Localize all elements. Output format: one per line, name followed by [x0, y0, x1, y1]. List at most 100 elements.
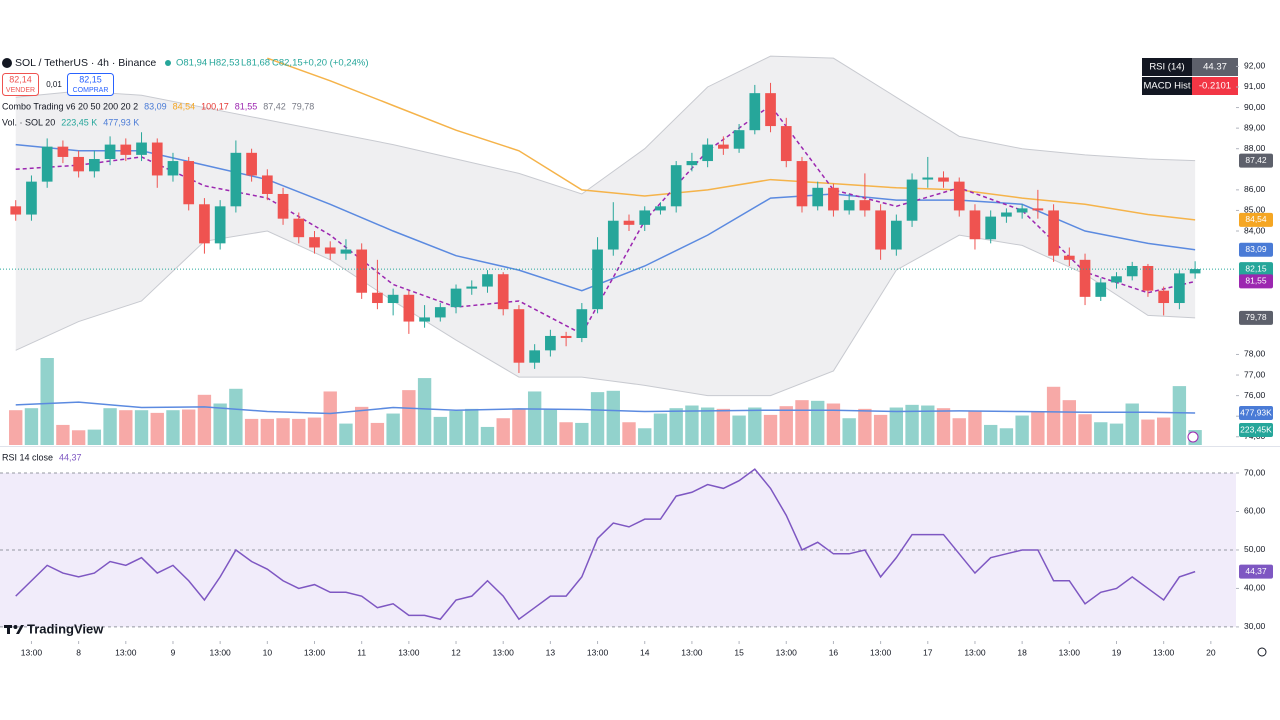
volume-bar — [1031, 411, 1045, 445]
price-tag-label: 81,55 — [1245, 276, 1267, 286]
x-tick-label: 17 — [923, 647, 933, 657]
candle-body — [1048, 210, 1059, 256]
x-tick-label: 13:00 — [493, 647, 515, 657]
legend-value: 223,45 K — [61, 117, 97, 127]
candle-body — [293, 218, 305, 238]
y-tick-label: 91,00 — [1244, 81, 1266, 91]
volume-bar — [1109, 423, 1124, 445]
candle-body — [1158, 290, 1170, 304]
table-cell — [1192, 77, 1238, 95]
candle-body — [765, 93, 776, 127]
buy-label[interactable]: COMPRAR — [73, 87, 109, 94]
x-tick-label: 13:00 — [870, 647, 892, 657]
volume-tag-label: 477,93K — [1240, 407, 1272, 417]
x-tick-label: 11 — [357, 647, 366, 657]
candle-body — [57, 146, 69, 157]
candle-body — [26, 181, 37, 215]
ohlc-high: H82,53 — [209, 58, 240, 69]
rsi-legend-value: 44,37 — [59, 452, 82, 462]
y-tick-label: 86,00 — [1244, 184, 1266, 194]
settings-icon[interactable] — [1257, 647, 1267, 657]
rsi-tag — [1239, 564, 1273, 579]
buy-button[interactable] — [67, 73, 114, 96]
candle-body — [875, 210, 886, 250]
table-cell — [1192, 58, 1238, 76]
volume-bar — [402, 390, 416, 445]
candle-body — [639, 210, 651, 225]
volume-bar — [103, 408, 117, 445]
volume-bar — [512, 408, 526, 445]
candle-body — [1189, 269, 1201, 274]
candle-body — [545, 335, 556, 351]
volume-bar — [9, 410, 23, 445]
volume-bar — [779, 406, 793, 445]
volume-bar — [276, 418, 290, 445]
candle-body — [403, 294, 415, 322]
table-text: -0.2101 — [1199, 81, 1231, 92]
volume-bar — [323, 391, 337, 445]
candle-body — [1126, 265, 1138, 277]
candle-body — [922, 177, 934, 180]
volume-bar — [386, 413, 400, 445]
candle-body — [136, 142, 147, 155]
status-dot — [165, 60, 171, 66]
volume-bar — [1141, 419, 1155, 445]
volume-bar — [56, 424, 70, 445]
candle-body — [953, 181, 965, 211]
price-tag-label: 84,54 — [1245, 214, 1267, 224]
volume-bar — [685, 405, 699, 445]
buy-price[interactable]: 82,15 — [79, 74, 102, 84]
bollinger-band — [15, 56, 1196, 396]
y-tick-label: 70,00 — [1244, 467, 1266, 477]
candle-body — [10, 206, 22, 215]
logo-mark — [13, 625, 18, 629]
sell-price[interactable]: 82,14 — [9, 74, 32, 84]
rsi-line — [15, 468, 1196, 621]
candle-body — [890, 220, 902, 250]
volume-bar — [921, 405, 935, 445]
volume-bar — [559, 422, 573, 445]
candle-body — [120, 144, 132, 155]
volume-bar — [763, 414, 778, 445]
sell-button[interactable] — [2, 73, 39, 96]
legend-value: 79,78 — [292, 101, 315, 111]
volume-tag — [1239, 406, 1273, 421]
y-tick-label: 30,00 — [1244, 621, 1266, 631]
volume-ma — [15, 401, 1196, 415]
bollinger-upper — [15, 55, 1196, 195]
candle-body — [324, 247, 336, 254]
volume-bar — [669, 408, 683, 445]
y-tick-label: 77,00 — [1244, 369, 1266, 379]
price-tag-label: 83,09 — [1245, 244, 1267, 254]
volume-bar — [1172, 386, 1187, 445]
volume-bar — [543, 409, 558, 445]
table-cell — [1142, 77, 1192, 95]
price-tag-label: 87,42 — [1245, 155, 1267, 165]
volume-bar — [150, 412, 164, 445]
candle-body — [560, 335, 572, 339]
alert-icon[interactable] — [1187, 431, 1199, 443]
volume-bar — [449, 410, 463, 445]
sell-label[interactable]: VENDER — [6, 87, 35, 94]
volume-bar — [339, 423, 353, 445]
volume-legend: Vol. · SOL 20 — [2, 117, 55, 127]
volume-bar — [134, 410, 149, 445]
x-tick-label: 13:00 — [1059, 647, 1081, 657]
volume-bar — [826, 403, 841, 445]
x-tick-label: 8 — [76, 647, 81, 657]
candle-body — [828, 187, 839, 211]
candle-body — [969, 210, 981, 240]
candle-body — [592, 249, 603, 310]
candle-body — [356, 249, 368, 293]
x-tick-label: 13:00 — [21, 647, 43, 657]
x-tick-label: 13:00 — [964, 647, 986, 657]
x-tick-label: 13:00 — [304, 647, 326, 657]
candle-body — [466, 286, 478, 289]
volume-bar — [732, 415, 746, 445]
candle-body — [529, 350, 541, 363]
volume-bar — [748, 407, 762, 445]
candle-body — [261, 175, 273, 194]
candle-body — [372, 292, 383, 304]
volume-tag — [1239, 423, 1273, 438]
candle-body — [843, 200, 855, 211]
